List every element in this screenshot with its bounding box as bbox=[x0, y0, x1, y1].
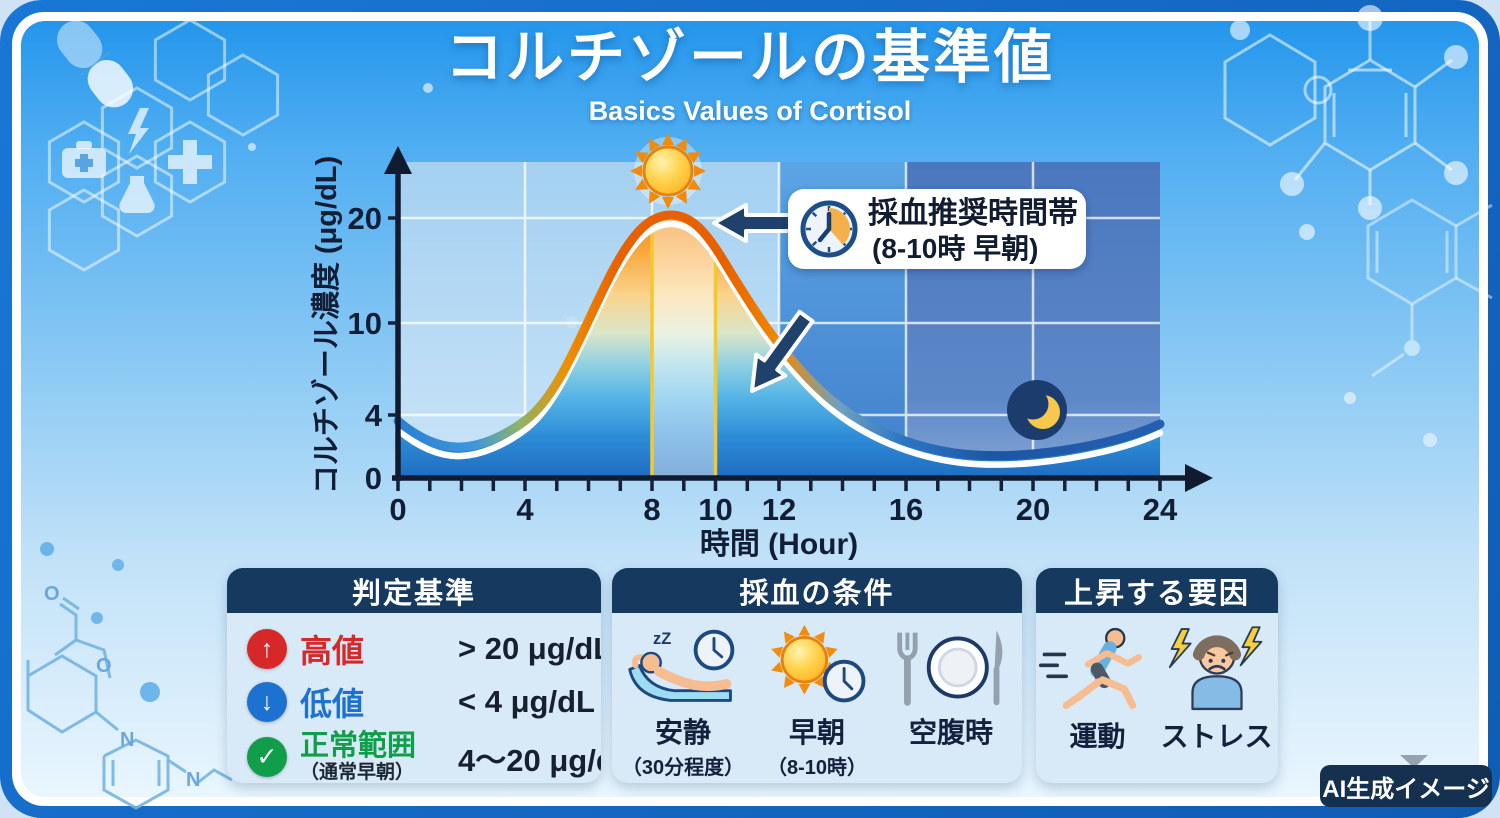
factor-stress: ストレス bbox=[1157, 621, 1276, 753]
criteria-value: < 4 μg/dL bbox=[458, 684, 595, 719]
conditions-panel: 採血の条件 zZ 安静 （30分程度） bbox=[612, 568, 1022, 783]
condition-label: 早朝 bbox=[788, 717, 845, 748]
svg-text:20: 20 bbox=[1016, 492, 1050, 527]
svg-text:4: 4 bbox=[365, 398, 383, 433]
factors-items: 運動 ストレス bbox=[1036, 613, 1278, 753]
condition-fasting: 空腹時 bbox=[884, 621, 1018, 780]
svg-text:16: 16 bbox=[889, 492, 923, 527]
morning-sun-clock-icon bbox=[771, 624, 866, 703]
arrow-down-circle-icon: ↓ bbox=[247, 682, 287, 722]
fasting-plate-icon bbox=[897, 630, 1003, 706]
criteria-row-normal: ✓ 正常範囲 （通常早朝） 4〜20 μg/dL bbox=[247, 730, 601, 783]
running-person-icon bbox=[1038, 627, 1142, 709]
criteria-label: 高値 bbox=[300, 633, 365, 669]
y-tick-labels: 20 10 4 0 bbox=[348, 201, 383, 496]
svg-text:24: 24 bbox=[1143, 492, 1178, 527]
criteria-row-high: ↑ 高値 > 20 μg/dL bbox=[247, 626, 601, 672]
x-axis-label: 時間 (Hour) bbox=[700, 528, 858, 561]
resting-person-icon: zZ bbox=[628, 629, 735, 702]
svg-text:20: 20 bbox=[348, 201, 382, 236]
condition-label: 空腹時 bbox=[908, 717, 993, 748]
callout-line1: 採血推奨時間帯 bbox=[868, 197, 1078, 230]
svg-text:zZ: zZ bbox=[653, 630, 671, 648]
ai-generated-badge: AI生成イメージ bbox=[1320, 765, 1492, 807]
sun-icon bbox=[630, 133, 706, 209]
cortisol-curve bbox=[393, 210, 1165, 461]
svg-text:10: 10 bbox=[348, 306, 382, 341]
page-title: コルチゾールの基準値 bbox=[444, 25, 1055, 90]
factors-panel-header: 上昇する要因 bbox=[1036, 568, 1278, 613]
criteria-row-low: ↓ 低値 < 4 μg/dL bbox=[247, 679, 595, 725]
factor-exercise: 運動 bbox=[1038, 621, 1157, 753]
criteria-sublabel: （通常早朝） bbox=[300, 762, 415, 783]
y-tick-marks bbox=[388, 216, 398, 417]
factor-label: ストレス bbox=[1160, 721, 1273, 752]
condition-label: 安静 bbox=[654, 717, 711, 748]
blood-draw-highlight-band bbox=[650, 215, 718, 478]
criteria-value: > 20 μg/dL bbox=[458, 631, 601, 666]
svg-text:0: 0 bbox=[365, 461, 382, 496]
condition-morning: 早朝 （8-10時） bbox=[750, 621, 884, 780]
condition-sublabel: （30分程度） bbox=[621, 756, 745, 779]
criteria-panel: 判定基準 ↑ 高値 > 20 μg/dL ↓ 低値 < 4 μg/dL ✓ 正常… bbox=[227, 568, 601, 783]
axes bbox=[384, 146, 1213, 492]
factor-label: 運動 bbox=[1069, 721, 1126, 752]
criteria-rows: ↑ 高値 > 20 μg/dL ↓ 低値 < 4 μg/dL ✓ 正常範囲 （通… bbox=[227, 613, 601, 783]
clock-icon bbox=[800, 200, 858, 258]
cortisol-diurnal-chart: 採血推奨時間帯 (8-10時 早朝) 0 4 8 10 12 16 20 24 … bbox=[310, 133, 1213, 561]
y-axis-label: コルチゾール濃度 (μg/dL) bbox=[310, 156, 343, 494]
x-tick-labels: 0 4 8 10 12 16 20 24 bbox=[389, 492, 1178, 527]
svg-text:4: 4 bbox=[516, 492, 534, 527]
criteria-label: 正常範囲 bbox=[300, 730, 417, 762]
conditions-panel-header: 採血の条件 bbox=[612, 568, 1022, 613]
callout-line2: (8-10時 早朝) bbox=[872, 233, 1038, 264]
svg-text:0: 0 bbox=[389, 492, 406, 527]
badge-notch bbox=[1400, 755, 1428, 768]
header: コルチゾールの基準値 Basics Values of Cortisol bbox=[0, 26, 1500, 127]
conditions-items: zZ 安静 （30分程度） bbox=[612, 613, 1022, 780]
x-tick-marks bbox=[396, 478, 1162, 491]
condition-sublabel: （8-10時） bbox=[766, 756, 868, 779]
criteria-panel-header: 判定基準 bbox=[227, 568, 601, 613]
condition-rest: zZ 安静 （30分程度） bbox=[616, 621, 750, 780]
criteria-value: 4〜20 μg/dL bbox=[458, 742, 601, 778]
criteria-label: 低値 bbox=[300, 686, 365, 722]
page-subtitle: Basics Values of Cortisol bbox=[588, 95, 912, 126]
arrow-up-circle-icon: ↑ bbox=[247, 629, 287, 669]
stressed-person-icon bbox=[1168, 626, 1262, 711]
y-axis-arrow bbox=[384, 146, 412, 174]
moon-icon bbox=[1007, 380, 1067, 440]
criteria-label-stack: 正常範囲 （通常早朝） bbox=[300, 730, 445, 783]
svg-text:8: 8 bbox=[643, 492, 660, 527]
blood-draw-callout: 採血推奨時間帯 (8-10時 早朝) bbox=[788, 189, 1086, 269]
x-axis-arrow bbox=[1185, 464, 1213, 492]
svg-text:10: 10 bbox=[698, 492, 732, 527]
curve-white-outline bbox=[394, 220, 1164, 468]
svg-text:12: 12 bbox=[762, 492, 796, 527]
check-circle-icon: ✓ bbox=[247, 737, 287, 777]
factors-panel: 上昇する要因 運動 bbox=[1036, 568, 1278, 783]
